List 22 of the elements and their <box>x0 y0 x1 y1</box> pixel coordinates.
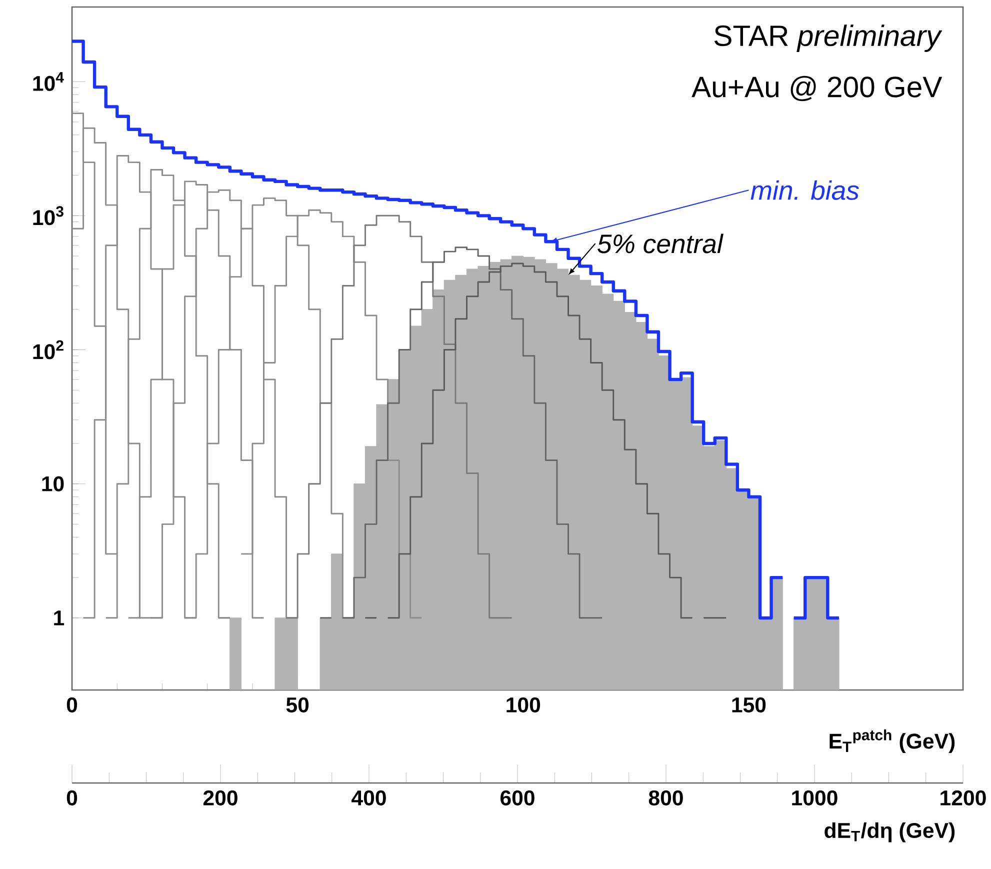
series-label: 5% central <box>598 234 724 254</box>
x-tick-label: 150 <box>732 697 766 712</box>
x2-tick-label: 1000 <box>792 790 838 806</box>
x2-axis-title: dE$_{T}$/dη (GeV) <box>824 822 955 842</box>
y-tick-label: 1 <box>54 610 64 626</box>
x2-tick-label: 800 <box>648 790 683 806</box>
x-tick-label: 0 <box>66 697 78 712</box>
y-tick-label: 10$^{4}$ <box>33 72 64 92</box>
y-tick-label: 10$^{2}$ <box>33 340 64 360</box>
annotation: STAR preliminary <box>714 24 942 52</box>
x2-tick-label: 1200 <box>940 790 986 806</box>
x2-tick-label: 600 <box>500 790 534 806</box>
x2-tick-label: 200 <box>203 790 238 806</box>
x-axis-title: E$_{T}$$^{patch}$ (GeV) <box>830 729 955 753</box>
x2-tick-label: 0 <box>66 790 78 806</box>
text: min. bias <box>750 180 859 200</box>
y-tick-label: 10$^{3}$ <box>33 206 64 226</box>
annotation: Au+Au @ 200 GeV <box>692 76 942 102</box>
x-tick-label: 50 <box>286 697 309 712</box>
x-tick-label: 100 <box>506 697 540 712</box>
y-tick-label: 10 <box>42 476 64 492</box>
x2-tick-label: 400 <box>352 790 386 806</box>
